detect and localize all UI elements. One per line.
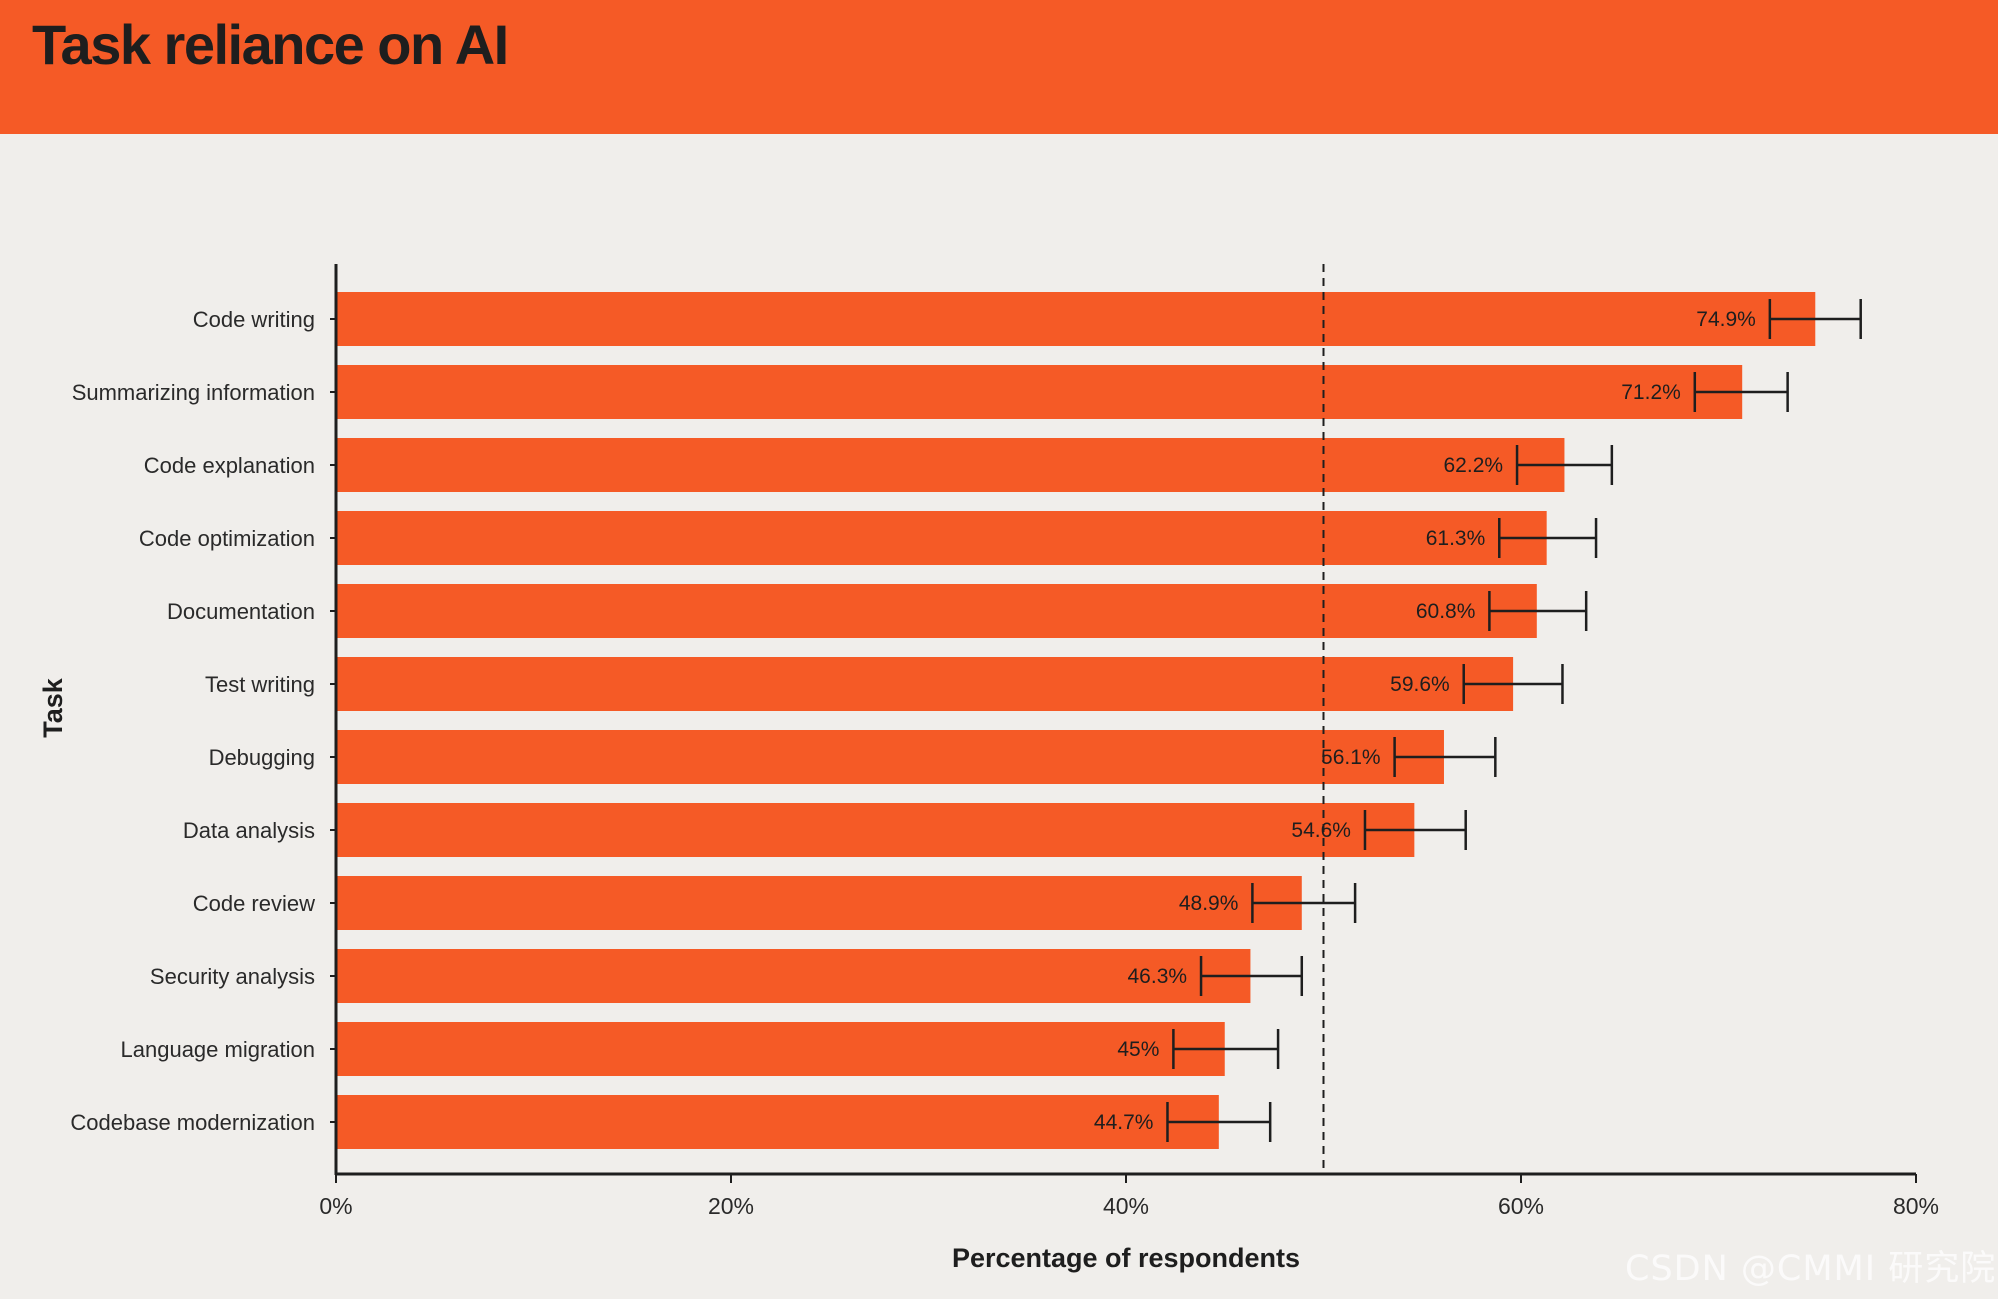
data-label: 74.9%	[1696, 308, 1756, 331]
header-band: Task reliance on AI	[0, 0, 1998, 134]
category-label: Documentation	[167, 599, 315, 624]
error-bar	[1768, 299, 1862, 339]
category-label: Code explanation	[144, 453, 315, 478]
data-label: 71.2%	[1621, 381, 1681, 404]
x-tick-label: 20%	[708, 1193, 754, 1219]
data-label: 48.9%	[1179, 892, 1239, 915]
bar	[336, 511, 1547, 565]
labels-layer: 74.9% Code writing 71.2% Summarizing inform…	[38, 299, 1939, 1273]
bar	[336, 438, 1565, 492]
x-tick-label: 0%	[319, 1193, 352, 1219]
error-bar	[1515, 445, 1614, 485]
category-label: Summarizing information	[72, 380, 315, 405]
data-label: 44.7%	[1094, 1111, 1154, 1134]
bar	[336, 657, 1514, 711]
bar	[336, 584, 1537, 638]
bar	[336, 876, 1302, 930]
category-label: Security analysis	[150, 964, 315, 989]
category-label: Codebase modernization	[70, 1110, 315, 1135]
data-label: 61.3%	[1426, 527, 1486, 550]
data-label: 45%	[1117, 1038, 1159, 1061]
category-label: Code optimization	[139, 526, 315, 551]
axis-layer	[330, 264, 1917, 1183]
category-label: Code review	[193, 891, 315, 916]
error-bar	[1172, 1029, 1280, 1069]
data-label: 62.2%	[1444, 454, 1504, 477]
category-label: Debugging	[209, 745, 315, 770]
category-label: Data analysis	[183, 818, 315, 843]
category-label: Code writing	[193, 307, 315, 332]
error-bar	[1462, 664, 1564, 704]
error-bar	[1166, 1102, 1272, 1142]
error-bar	[1251, 883, 1357, 923]
x-tick-label: 80%	[1893, 1193, 1939, 1219]
category-label: Test writing	[205, 672, 315, 697]
error-bar	[1393, 737, 1497, 777]
error-bar	[1693, 372, 1789, 412]
data-label: 54.6%	[1291, 819, 1351, 842]
error-bar	[1498, 518, 1598, 558]
x-axis-title: Percentage of respondents	[952, 1243, 1300, 1273]
bar	[336, 1095, 1219, 1149]
data-label: 46.3%	[1128, 965, 1188, 988]
error-bar	[1363, 810, 1467, 850]
x-tick-label: 60%	[1498, 1193, 1544, 1219]
bar	[336, 949, 1251, 1003]
error-bar	[1199, 956, 1304, 996]
data-label: 60.8%	[1416, 600, 1476, 623]
bar	[336, 292, 1816, 346]
data-label: 56.1%	[1321, 746, 1381, 769]
y-axis-title: Task	[38, 677, 68, 738]
page-title: Task reliance on AI	[32, 13, 509, 76]
bars-layer	[336, 292, 1816, 1149]
error-bar	[1488, 591, 1588, 631]
data-label: 59.6%	[1390, 673, 1450, 696]
bar	[336, 1022, 1225, 1076]
x-tick-label: 40%	[1103, 1193, 1149, 1219]
bar	[336, 803, 1415, 857]
watermark: CSDN @CMMI 研究院	[1625, 1249, 1997, 1289]
category-label: Language migration	[121, 1037, 315, 1062]
bar	[336, 730, 1444, 784]
bar	[336, 365, 1743, 419]
